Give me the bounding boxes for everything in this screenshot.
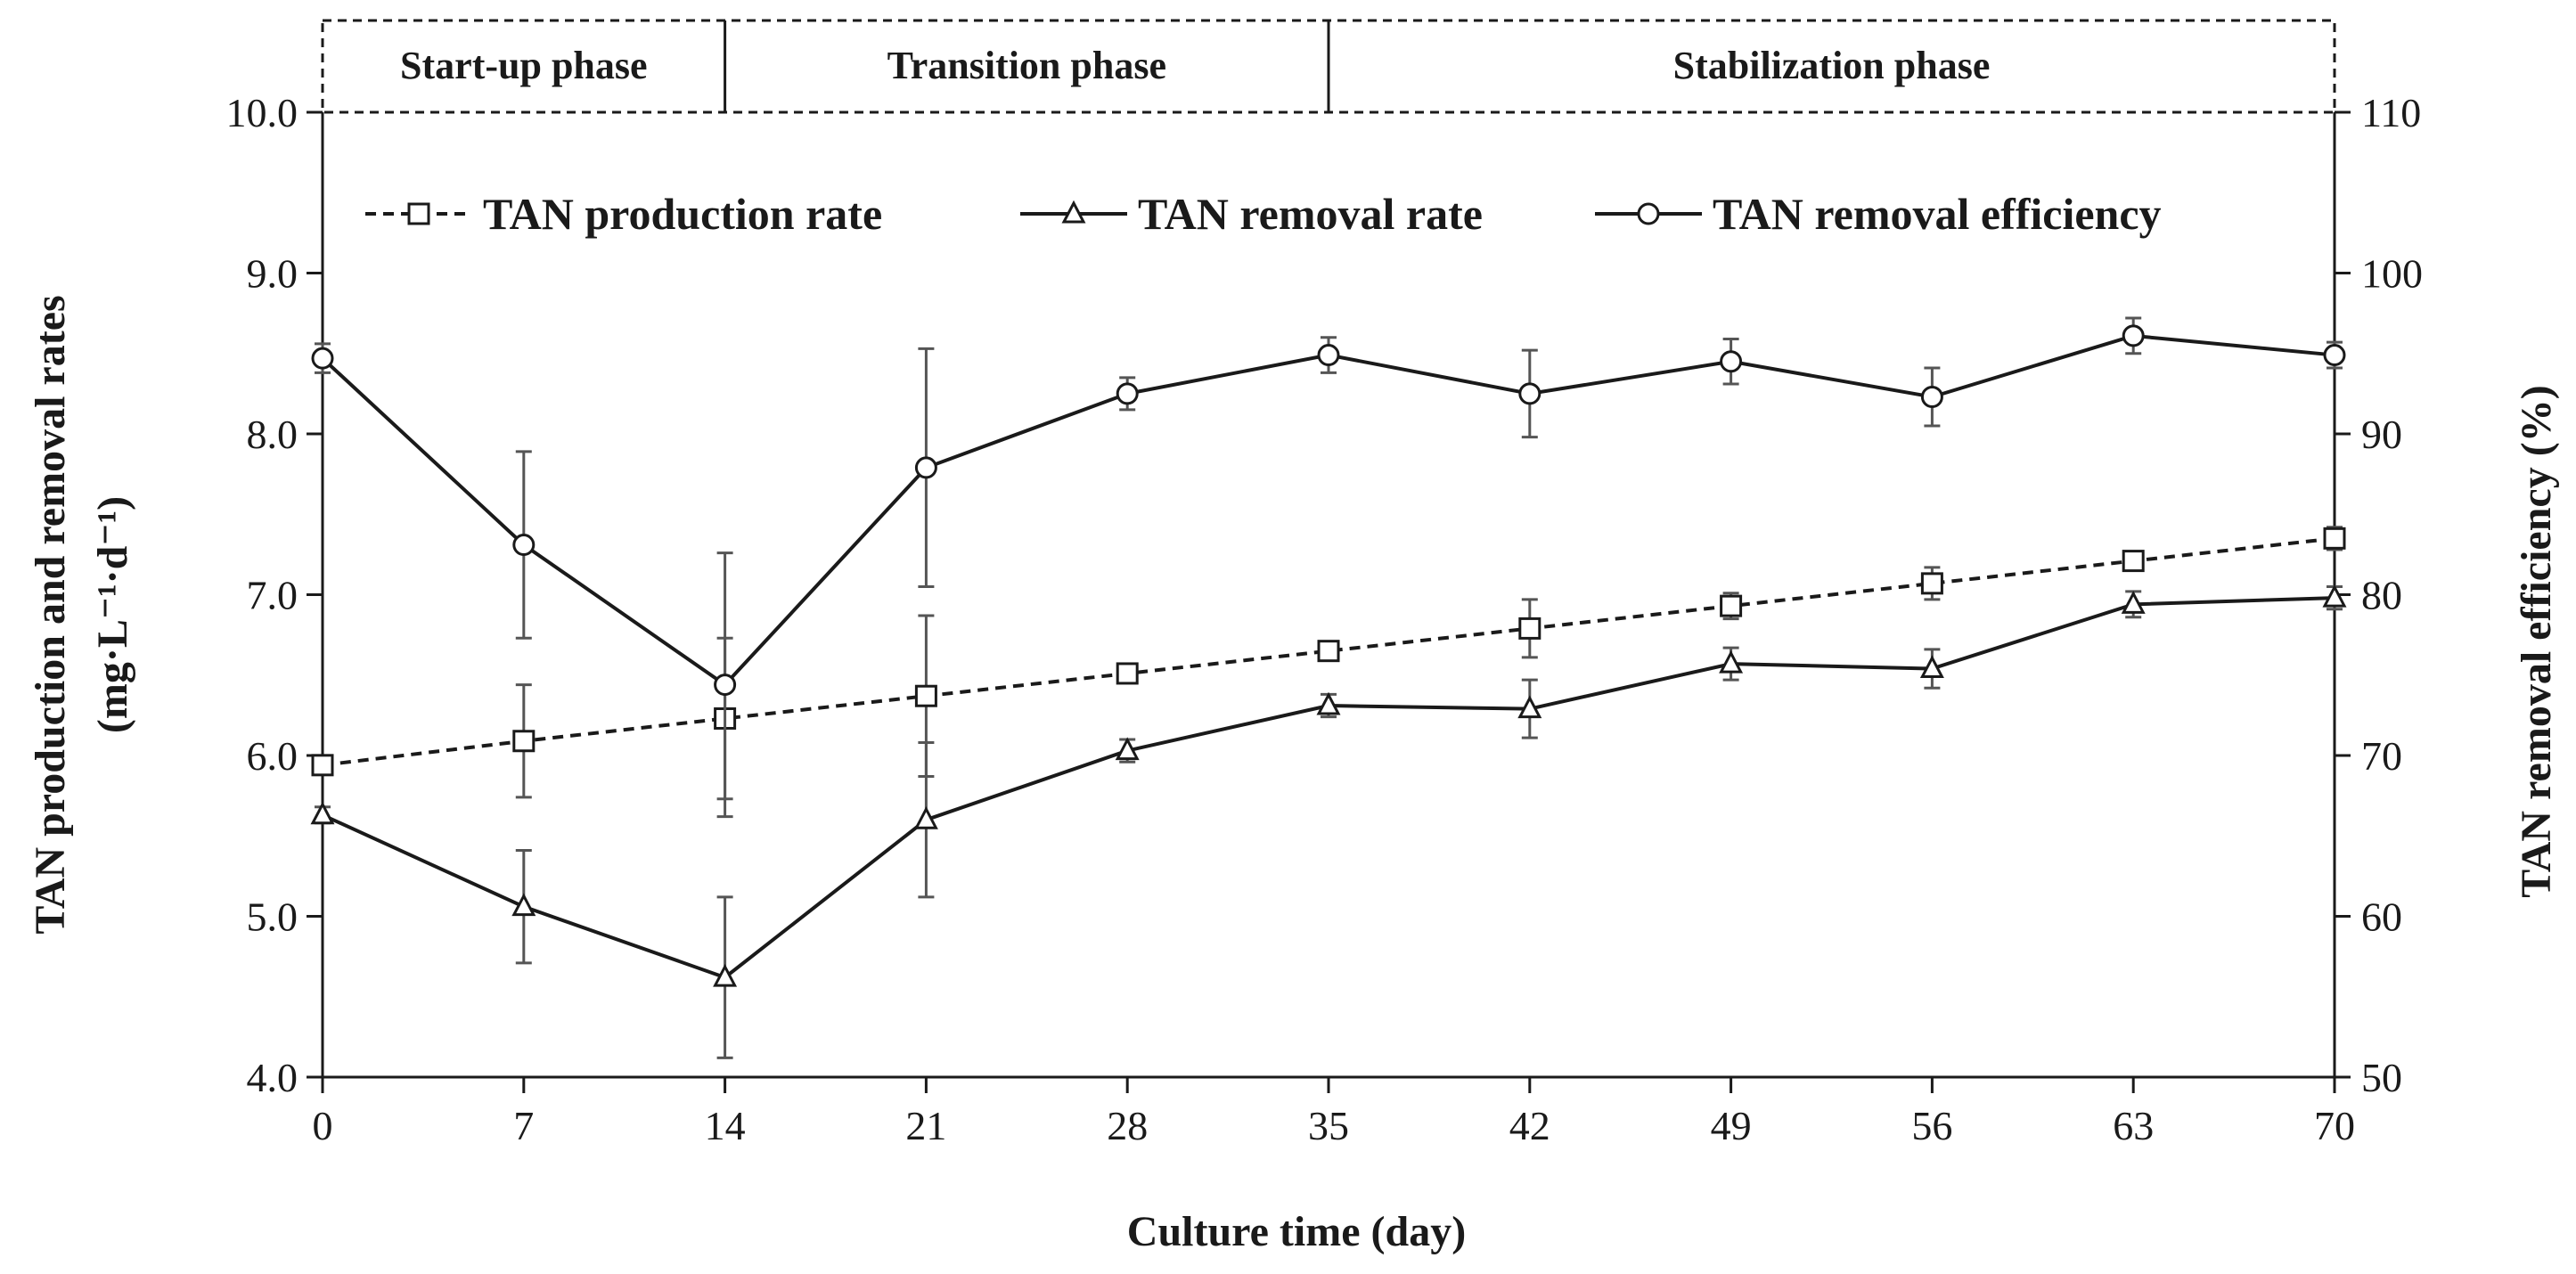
legend-marker-square	[407, 202, 430, 225]
data-point-triangle	[1517, 695, 1542, 719]
axes: 4.0 5.0 6.0 7.0 8.0 9.0 10.0 50 60 70 80 90 100 110 0 7…	[226, 90, 2424, 1148]
data-point-triangle	[2322, 584, 2347, 608]
left-tick-label: 10.0	[226, 90, 298, 135]
data-point-square	[311, 754, 334, 777]
left-axis-title-line2: (mg·L⁻¹·d⁻¹)	[89, 496, 136, 733]
x-tick-label: 49	[1711, 1103, 1752, 1148]
x-tick-label: 28	[1107, 1103, 1148, 1148]
legend-marker-triangle	[1061, 200, 1086, 224]
right-axis-title: TAN removal efficiency (%)	[2513, 385, 2560, 897]
series-tan-production-rate	[311, 526, 2346, 801]
series-tan-removal-efficiency	[311, 316, 2346, 819]
data-point-circle	[2323, 344, 2346, 367]
data-point-circle	[914, 456, 937, 479]
data-point-triangle	[310, 801, 335, 825]
data-point-circle	[1920, 385, 1943, 408]
data-point-square	[1720, 594, 1743, 617]
x-tick-label: 7	[513, 1103, 534, 1148]
x-tick-label: 42	[1509, 1103, 1550, 1148]
x-tick-label: 35	[1308, 1103, 1349, 1148]
data-point-triangle	[1115, 737, 1140, 761]
left-tick-label: 6.0	[247, 733, 298, 779]
left-tick-label: 7.0	[247, 573, 298, 618]
data-point-circle	[311, 347, 334, 370]
series-line	[321, 333, 2335, 688]
data-point-triangle	[713, 963, 738, 987]
right-tick-label: 90	[2361, 412, 2402, 457]
data-point-square	[1920, 572, 1943, 595]
data-point-square	[914, 684, 937, 707]
right-tick-label: 70	[2361, 733, 2402, 779]
right-tick-label: 50	[2361, 1055, 2402, 1100]
left-tick-label: 4.0	[247, 1055, 298, 1100]
x-axis-title: Culture time (day)	[1127, 1208, 1466, 1255]
data-point-square	[1518, 617, 1542, 640]
data-point-triangle	[1919, 655, 1944, 679]
right-tick-label: 60	[2361, 894, 2402, 940]
data-point-circle	[714, 674, 737, 697]
series-tan-removal-rate	[310, 584, 2347, 1059]
left-tick-label: 5.0	[247, 894, 298, 940]
legend-label: TAN removal rate	[1138, 189, 1483, 239]
series-group	[310, 316, 2347, 1059]
right-tick-label: 100	[2361, 251, 2423, 297]
data-point-triangle	[511, 893, 536, 917]
x-tick-label: 0	[313, 1103, 333, 1148]
left-tick-label: 8.0	[247, 412, 298, 457]
phase-label: Start-up phase	[400, 44, 648, 87]
data-point-square	[1317, 640, 1340, 663]
data-point-circle	[1317, 344, 1340, 367]
data-point-triangle	[1316, 691, 1341, 715]
data-point-circle	[512, 534, 536, 557]
left-axis-title-line1: TAN production and removal rates	[27, 295, 74, 934]
data-point-square	[2323, 527, 2346, 550]
data-point-circle	[1116, 382, 1139, 405]
x-tick-label: 21	[905, 1103, 946, 1148]
legend-marker-circle	[1637, 202, 1660, 225]
phase-label: Transition phase	[887, 44, 1166, 87]
data-point-circle	[2122, 324, 2145, 347]
data-point-circle	[1518, 382, 1542, 405]
legend: TAN production rate TAN removal rate TAN r…	[365, 189, 2162, 239]
phase-label: Stabilization phase	[1673, 44, 1991, 87]
right-tick-label: 80	[2361, 573, 2402, 618]
data-point-circle	[1720, 350, 1743, 373]
x-tick-label: 56	[1911, 1103, 1952, 1148]
x-tick-label: 63	[2113, 1103, 2154, 1148]
data-point-triangle	[1719, 649, 1744, 674]
data-point-triangle	[913, 805, 938, 829]
data-point-square	[512, 730, 536, 753]
phase-header: Start-up phase Transition phase Stabilizat…	[321, 19, 2336, 114]
legend-label: TAN removal efficiency	[1713, 189, 2162, 239]
left-tick-label: 9.0	[247, 251, 298, 297]
x-tick-label: 70	[2314, 1103, 2355, 1148]
data-point-square	[1116, 662, 1139, 685]
x-tick-label: 14	[705, 1103, 746, 1148]
right-tick-label: 110	[2361, 90, 2421, 135]
legend-label: TAN production rate	[483, 189, 882, 239]
data-point-triangle	[2121, 591, 2146, 614]
data-point-square	[2122, 550, 2145, 573]
